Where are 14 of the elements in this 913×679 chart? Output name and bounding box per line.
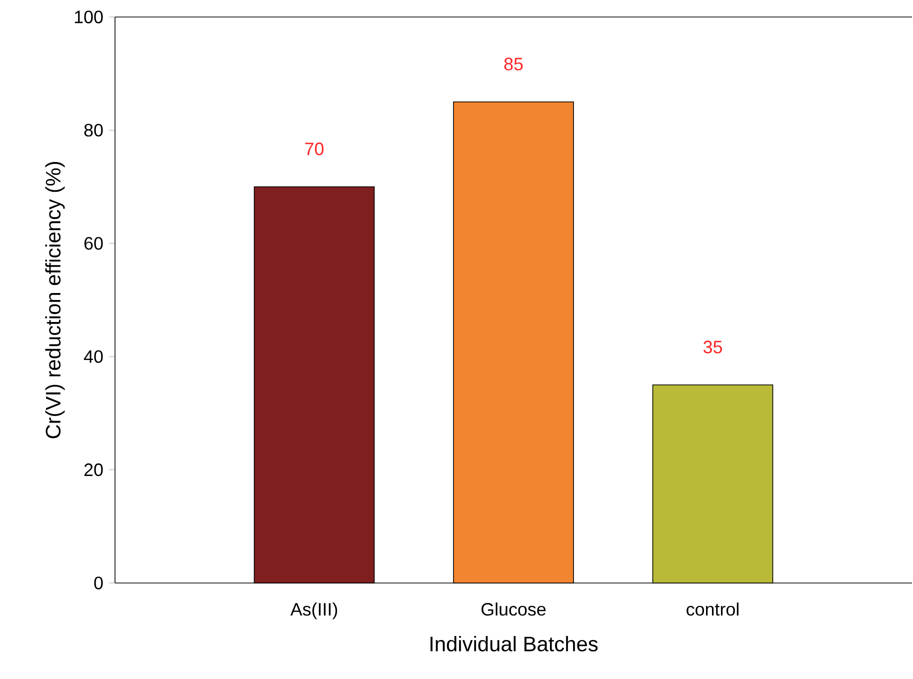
y-tick-label: 0	[94, 576, 103, 590]
y-tick-label: 80	[84, 124, 103, 137]
data-label: 35	[703, 340, 722, 354]
y-tick-label: 20	[84, 463, 103, 476]
x-tick-label: control	[686, 602, 738, 616]
y-tick-label: 100	[74, 10, 103, 24]
y-tick-label: 60	[84, 237, 103, 250]
data-label: 70	[305, 142, 324, 156]
y-tick-label: 40	[84, 350, 103, 363]
data-label: 85	[504, 58, 523, 70]
x-axis-title: Individual Batches	[430, 636, 598, 652]
x-tick-label: Glucose	[482, 602, 546, 616]
x-tick-label: As(III)	[290, 602, 338, 620]
y-axis-title: Cr(VI) reduction efficiency (%)	[45, 162, 65, 438]
